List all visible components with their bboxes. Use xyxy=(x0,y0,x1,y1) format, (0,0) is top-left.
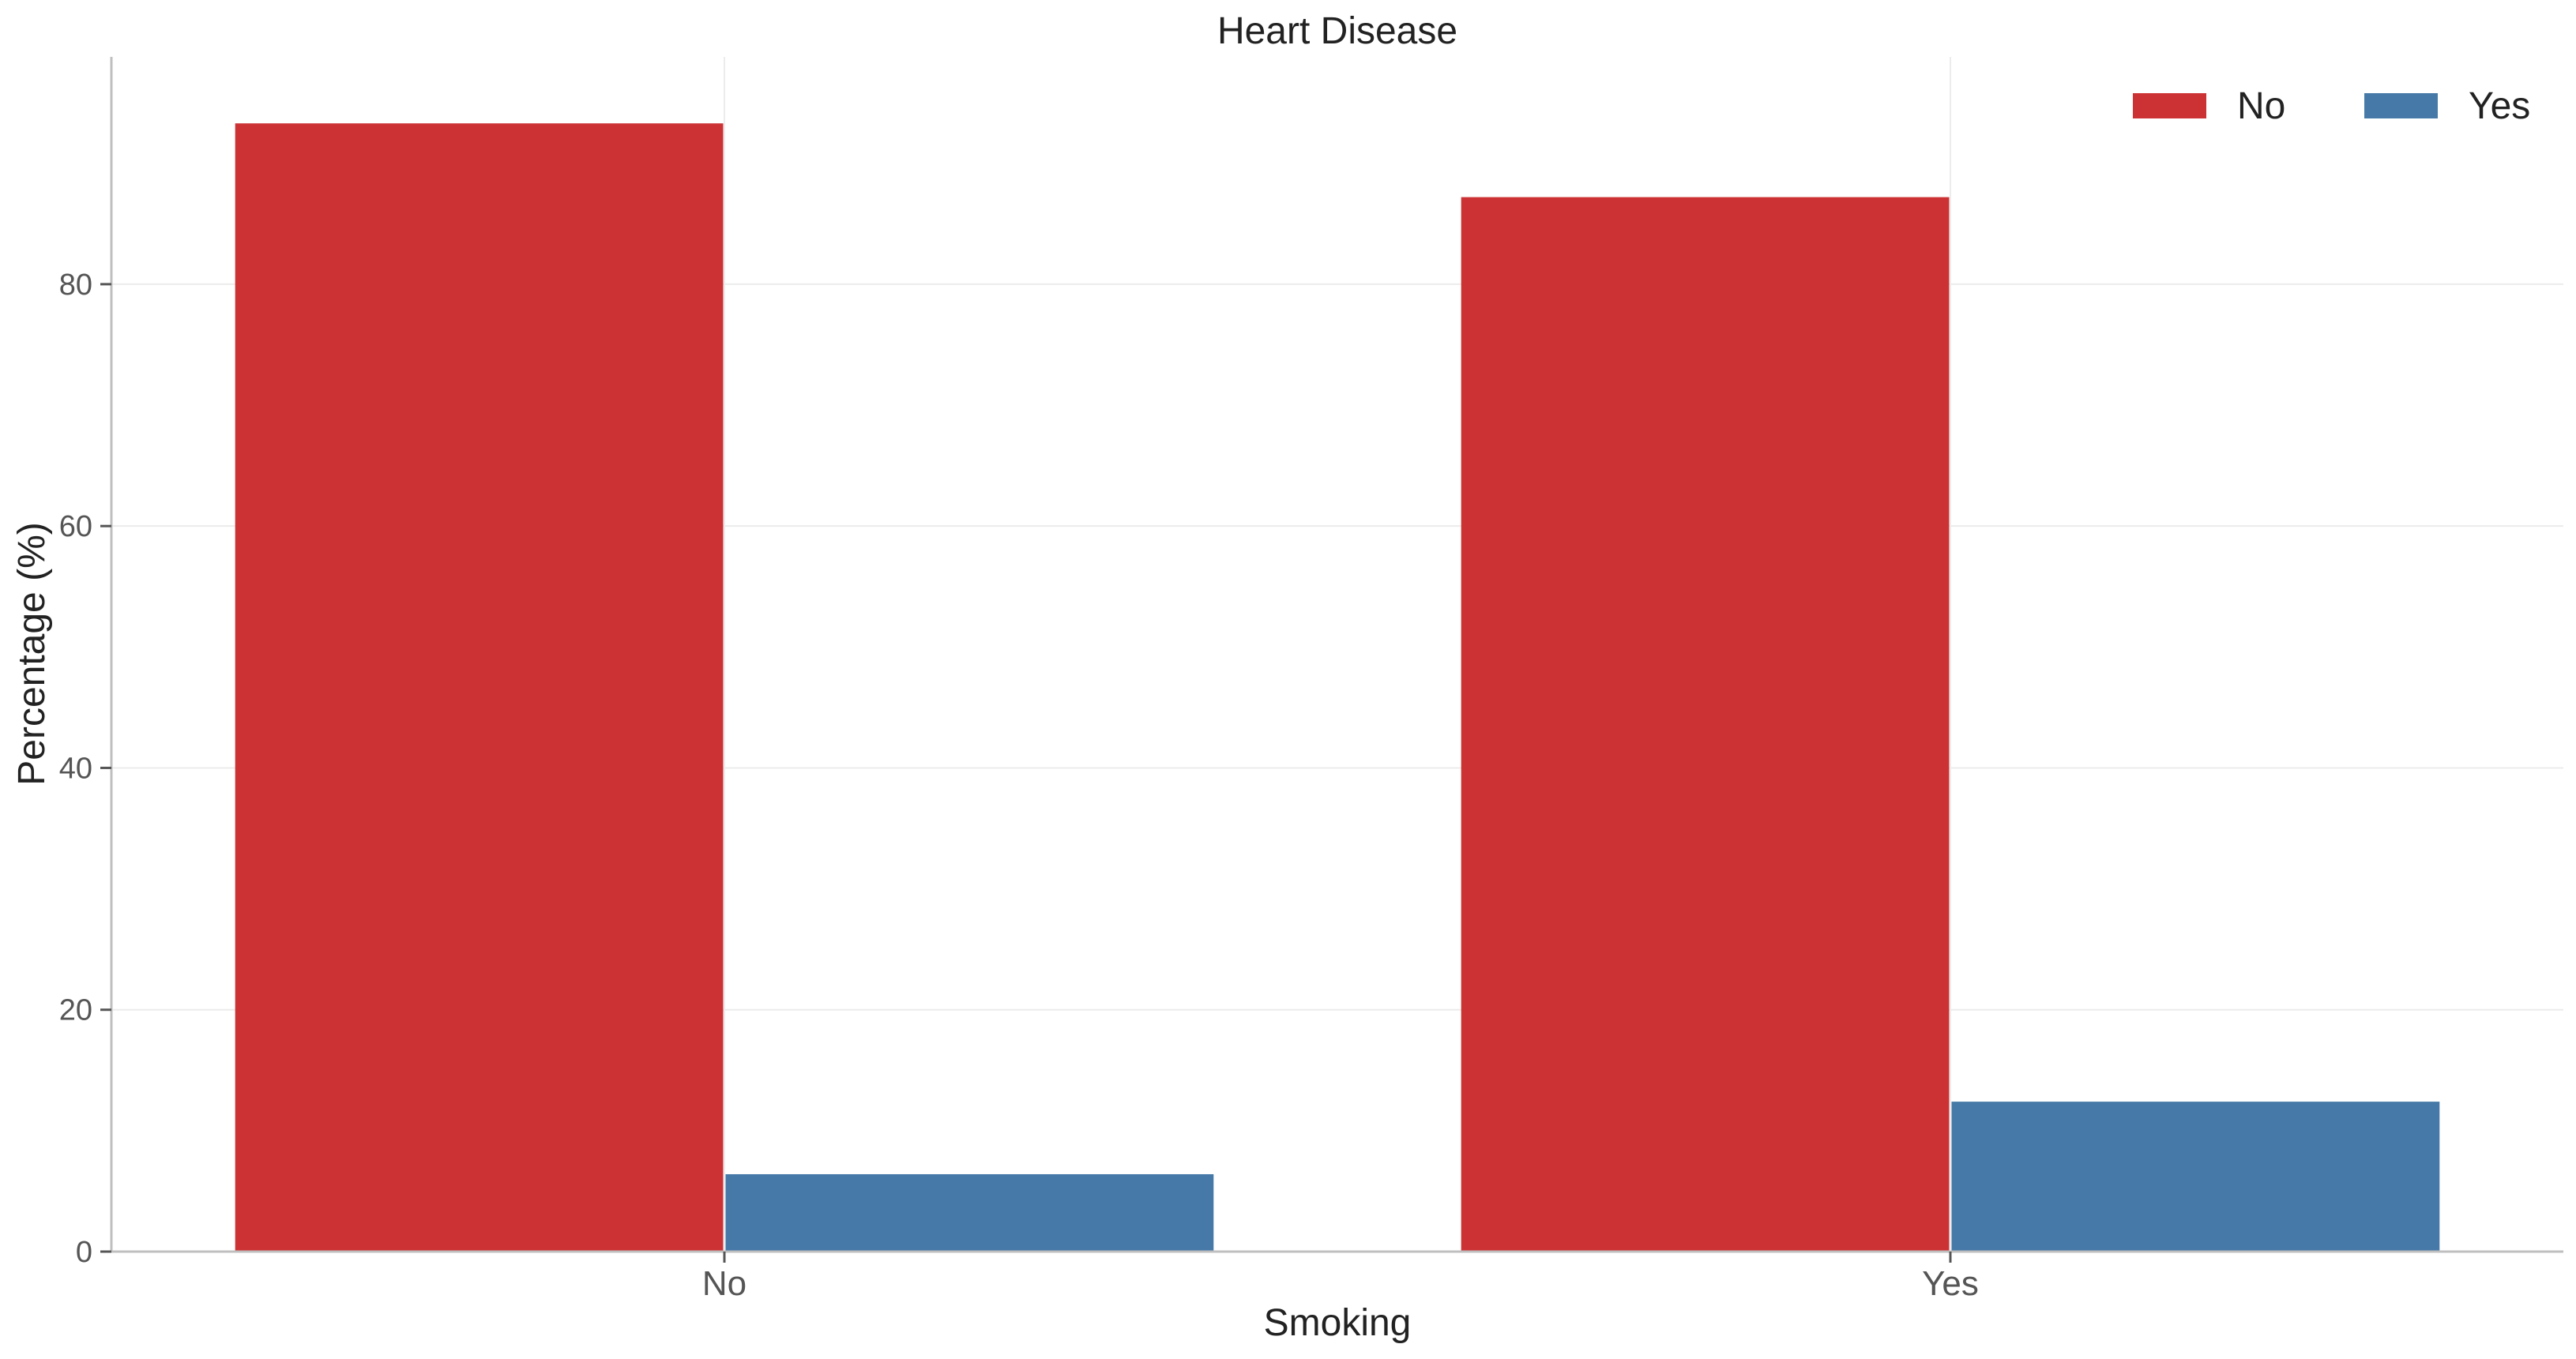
legend-label-no: No xyxy=(2237,85,2285,127)
chart-title: Heart Disease xyxy=(1217,10,1457,52)
legend: No Yes xyxy=(2133,85,2530,127)
ticks: 0 20 40 60 80 No Yes xyxy=(59,268,1979,1303)
y-tick-label: 0 xyxy=(76,1236,92,1269)
bar-yes-no xyxy=(725,1173,1214,1252)
x-axis-title: Smoking xyxy=(1264,1302,1412,1344)
x-tick-label: No xyxy=(702,1264,746,1303)
legend-swatch-no xyxy=(2133,93,2206,118)
bar-no-yes xyxy=(1461,197,1950,1252)
y-tick-label: 60 xyxy=(59,510,92,543)
y-tick-label: 40 xyxy=(59,752,92,785)
bars xyxy=(235,123,2440,1252)
y-tick-label: 20 xyxy=(59,994,92,1027)
x-tick-label: Yes xyxy=(1922,1264,1979,1303)
bar-yes-yes xyxy=(1951,1102,2440,1252)
bar-no-no xyxy=(235,123,724,1252)
legend-label-yes: Yes xyxy=(2469,85,2530,127)
legend-swatch-yes xyxy=(2364,93,2438,118)
y-axis-title: Percentage (%) xyxy=(11,522,53,786)
axes xyxy=(110,57,2563,1253)
y-tick-label: 80 xyxy=(59,268,92,302)
